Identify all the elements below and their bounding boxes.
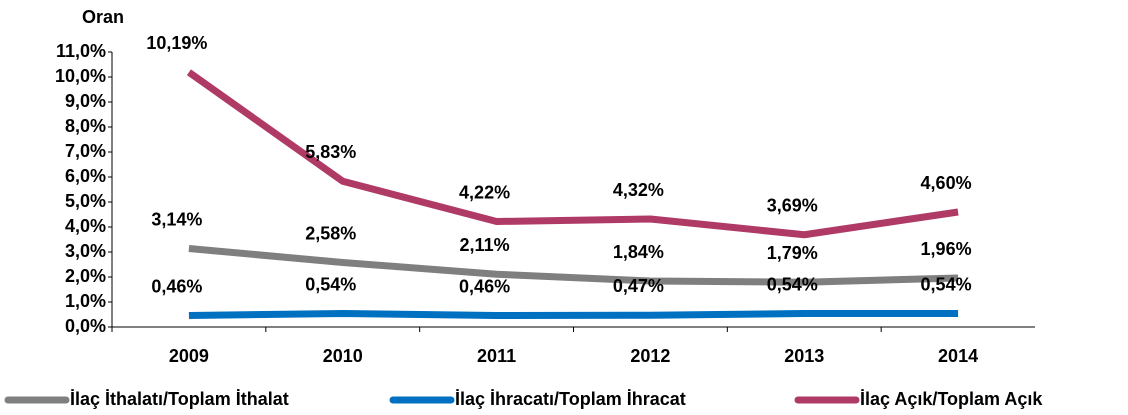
data-label: 1,79%	[767, 243, 818, 263]
y-tick-label: 9,0%	[65, 91, 106, 111]
data-label: 5,83%	[305, 142, 356, 162]
data-label: 3,14%	[151, 209, 202, 229]
y-tick-label: 0,0%	[65, 316, 106, 336]
data-label: 0,54%	[921, 274, 972, 294]
y-axis-title: Oran	[82, 7, 124, 27]
data-label: 2,11%	[460, 235, 510, 255]
series-line	[188, 245, 959, 286]
data-label: 10,19%	[146, 33, 207, 53]
y-tick-label: 8,0%	[65, 116, 106, 136]
series-line	[186, 69, 959, 239]
y-tick-label: 1,0%	[65, 291, 106, 311]
data-label: 4,60%	[921, 173, 972, 193]
data-label: 0,46%	[459, 276, 510, 296]
y-tick-label: 11,0%	[56, 41, 106, 61]
x-tick-label: 2011	[477, 346, 516, 366]
x-tick-label: 2012	[630, 346, 670, 366]
data-label: 4,22%	[459, 182, 510, 202]
x-tick-label: 2013	[784, 346, 824, 366]
y-tick-label: 6,0%	[65, 166, 106, 186]
legend-label: İlaç İthalatı/Toplam İthalat	[70, 389, 289, 409]
y-tick-label: 10,0%	[55, 66, 106, 86]
data-label: 1,84%	[613, 242, 664, 262]
data-label: 0,46%	[151, 276, 202, 296]
data-label: 2,58%	[305, 223, 356, 243]
data-label: 0,54%	[305, 274, 356, 294]
y-tick-label: 3,0%	[65, 241, 106, 261]
data-label: 1,96%	[921, 239, 972, 259]
x-tick-label: 2009	[169, 346, 209, 366]
y-tick-label: 4,0%	[65, 216, 106, 236]
x-tick-label: 2010	[323, 346, 363, 366]
y-tick-label: 7,0%	[65, 141, 106, 161]
data-label: 4,32%	[613, 180, 664, 200]
y-tick-label: 2,0%	[65, 266, 106, 286]
y-tick-label: 5,0%	[65, 191, 106, 211]
series-line	[188, 310, 959, 319]
x-tick-label: 2014	[938, 346, 978, 366]
data-label: 3,69%	[767, 196, 818, 216]
data-label: 0,54%	[767, 274, 818, 294]
legend-label: İlaç İhracatı/Toplam İhracat	[455, 389, 686, 409]
data-label: 0,47%	[613, 276, 664, 296]
legend-label: İlaç Açık/Toplam Açık	[860, 389, 1043, 409]
